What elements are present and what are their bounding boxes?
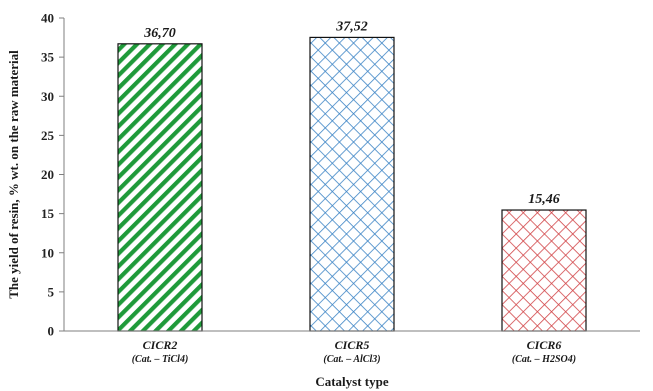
y-axis: 0 5 10 15 20 25 30 35 40 [41, 11, 65, 339]
y-tick-label: 10 [41, 245, 54, 260]
y-tick-label: 40 [41, 11, 54, 26]
x-tick-label: CICR6 [527, 338, 562, 352]
y-tick-label: 20 [41, 167, 54, 182]
x-axis-label: Catalyst type [315, 374, 389, 389]
data-label: 37,52 [335, 19, 368, 34]
y-tick-label: 15 [41, 206, 55, 221]
data-label: 36,70 [143, 26, 176, 41]
y-tick-label: 5 [48, 284, 55, 299]
y-tick-label: 25 [41, 128, 55, 143]
data-label: 15,46 [528, 192, 560, 207]
x-tick-sublabel: (Cat. – H2SO4) [512, 354, 576, 365]
y-tick-label: 0 [48, 324, 55, 339]
x-axis: CICR2 (Cat. – TiCl4) CICR5 (Cat. – AlCl3) CI… [64, 330, 640, 365]
x-tick-label: CICR5 [335, 338, 370, 352]
x-tick-label: CICR2 [143, 338, 178, 352]
x-tick-sublabel: (Cat. – AlCl3) [323, 354, 380, 365]
y-tick-label: 35 [41, 50, 55, 65]
bar-cicr6 [501, 209, 587, 332]
bar-cicr2 [117, 43, 203, 332]
x-tick-sublabel: (Cat. – TiCl4) [132, 354, 189, 365]
bar-cicr5 [309, 36, 395, 332]
y-axis-label: The yield of resin, % wt. on the raw mat… [6, 50, 21, 299]
bars: 36,70 37,52 15,46 [117, 19, 587, 332]
y-tick-label: 30 [41, 89, 54, 104]
